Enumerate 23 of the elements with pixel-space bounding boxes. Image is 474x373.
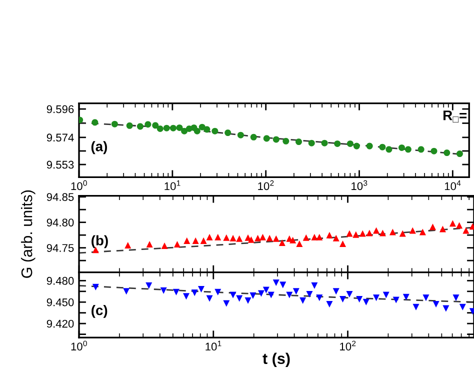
annotation: (b)	[92, 235, 108, 248]
x-tick-label: 10$^{0}$	[71, 340, 87, 350]
y-tick-label: 9.420	[46, 320, 74, 328]
x-tick-label: 10$^{1}$	[164, 180, 180, 190]
x-tick-label: 10$^{2}$	[258, 180, 274, 190]
y-tick-label: 9.450	[46, 298, 74, 306]
annotation: R$_{□}$=	[444, 110, 467, 122]
annotation: (c)	[92, 304, 108, 318]
y-tick-label: 9.574	[46, 134, 74, 142]
x-tick-label: 10$^{1}$	[206, 340, 222, 351]
x-tick-label: 10$^{2}$	[340, 340, 356, 350]
y-tick-label: 94.75	[46, 244, 74, 252]
y-tick-label: 94.80	[46, 218, 74, 226]
x-tick-label: 10$^{3}$	[352, 180, 368, 190]
annotation: (a)	[91, 141, 108, 154]
y-axis-title: G (arb. units)	[21, 190, 36, 278]
y-tick-label: 94.85	[46, 193, 74, 201]
x-axis-title: t (s)	[262, 352, 290, 368]
x-tick-label: 10$^{4}$	[444, 180, 461, 190]
y-tick-label: 9.596	[46, 105, 74, 114]
y-tick-label: 9.480	[46, 276, 74, 285]
y-tick-label: 9.553	[46, 160, 74, 169]
x-tick-label: 10$^{0}$	[71, 180, 87, 190]
